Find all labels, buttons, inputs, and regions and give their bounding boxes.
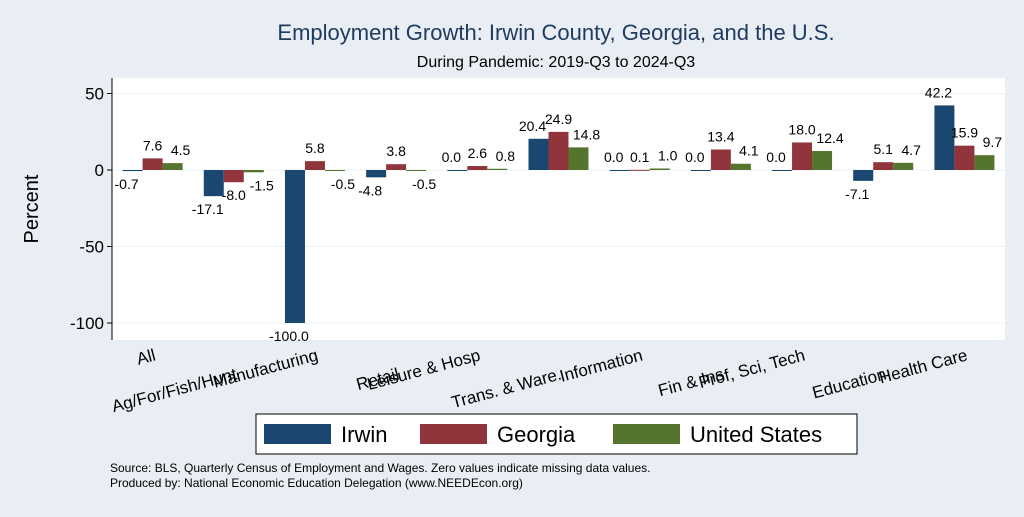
- footnote-source: Source: BLS, Quarterly Census of Employm…: [110, 461, 650, 475]
- bar-value-label: 1.0: [658, 147, 678, 163]
- legend-box: [255, 413, 858, 455]
- bar-value-label: 0.1: [630, 149, 650, 165]
- bar-value-label: -0.7: [115, 176, 139, 192]
- bar-value-label: 4.5: [171, 142, 191, 158]
- x-tick-label: All: [134, 346, 157, 369]
- bar-united-states: [730, 163, 751, 170]
- legend-label: United States: [690, 422, 822, 447]
- x-tick-label: Manufacturing: [211, 346, 320, 392]
- bar-value-label: 9.7: [983, 134, 1003, 150]
- bar-united-states: [649, 168, 670, 170]
- bar-value-label: 0.0: [766, 149, 786, 165]
- bar-georgia: [304, 161, 325, 170]
- bar-value-label: 0.0: [685, 149, 705, 165]
- bar-georgia: [467, 166, 488, 170]
- bar-irwin: [853, 170, 874, 181]
- bar-irwin: [284, 170, 305, 323]
- bar-value-label: 5.1: [873, 141, 893, 157]
- bar-united-states: [812, 151, 833, 170]
- legend-swatch-irwin: [264, 424, 331, 444]
- bar-irwin: [122, 170, 143, 172]
- bar-georgia: [548, 131, 569, 170]
- footnote-produced: Produced by: National Economic Education…: [110, 476, 523, 490]
- y-axis-title: Percent: [21, 174, 43, 243]
- bar-value-label: 14.8: [573, 126, 600, 142]
- bar-value-label: 2.6: [468, 145, 488, 161]
- plot-area: [112, 78, 1005, 340]
- chart-subtitle: During Pandemic: 2019-Q3 to 2024-Q3: [417, 54, 695, 71]
- legend-swatch-georgia: [420, 424, 487, 444]
- bar-irwin: [447, 170, 468, 171]
- bar-value-label: 42.2: [925, 84, 952, 100]
- y-tick-label: 50: [85, 85, 104, 104]
- bar-value-label: 12.4: [816, 130, 843, 146]
- bar-georgia: [629, 169, 650, 171]
- bar-value-label: -4.8: [358, 182, 382, 198]
- y-tick-label: -100: [70, 314, 104, 333]
- bar-value-label: 7.6: [143, 137, 163, 153]
- bar-value-label: 0.0: [604, 149, 624, 165]
- bar-georgia: [223, 170, 244, 183]
- bar-value-label: -1.5: [250, 177, 274, 193]
- legend-swatch-united-states: [613, 424, 680, 444]
- bar-value-label: 13.4: [707, 128, 734, 144]
- bar-united-states: [243, 170, 264, 173]
- bar-value-label: 24.9: [545, 111, 572, 127]
- bar-georgia: [954, 145, 975, 170]
- y-axis: 50 0 -50 -100: [70, 78, 113, 340]
- bar-value-label: 20.4: [519, 118, 546, 134]
- bar-irwin: [934, 105, 955, 170]
- bars: [122, 105, 995, 323]
- bar-value-label: -100.0: [269, 328, 309, 344]
- bar-labels: -0.77.6 4.5-17.1-8.0-1.5-100.05.8-0.5 -4.8…: [115, 84, 1003, 344]
- bar-value-label: 15.9: [951, 125, 978, 141]
- bar-united-states: [568, 147, 589, 170]
- legend-label: Irwin: [341, 422, 387, 447]
- bar-united-states: [162, 163, 183, 170]
- bar-united-states: [487, 168, 508, 170]
- bar-irwin: [772, 170, 793, 171]
- x-tick-label: Trans. & Ware.: [449, 365, 563, 413]
- x-tick-label: Health Care: [877, 346, 970, 388]
- chart-title: Employment Growth: Irwin County, Georgia…: [277, 20, 834, 45]
- bar-united-states: [324, 170, 345, 171]
- y-tick-label: 0: [95, 161, 104, 180]
- bar-value-label: -0.5: [331, 176, 355, 192]
- legend: Irwin Georgia United States: [255, 413, 858, 455]
- bar-irwin: [690, 170, 711, 171]
- bar-value-label: -7.1: [845, 186, 869, 202]
- bar-georgia: [386, 164, 407, 170]
- bar-georgia: [142, 158, 163, 170]
- bar-united-states: [406, 170, 427, 171]
- bar-value-label: 5.8: [305, 140, 325, 156]
- bar-value-label: -17.1: [192, 201, 224, 217]
- bar-united-states: [893, 162, 914, 170]
- bar-value-label: 18.0: [788, 121, 815, 137]
- bar-value-label: -8.0: [222, 187, 246, 203]
- bar-united-states: [974, 155, 995, 170]
- bar-value-label: 3.8: [386, 143, 406, 159]
- bar-georgia: [873, 162, 894, 170]
- bar-value-label: 4.7: [901, 142, 921, 158]
- bar-value-label: 0.8: [496, 148, 516, 164]
- legend-label: Georgia: [497, 422, 576, 447]
- bar-irwin: [203, 170, 224, 197]
- bar-value-label: 0.0: [442, 149, 462, 165]
- x-tick-label: Prof, Sci, Tech: [697, 346, 807, 393]
- bar-georgia: [792, 142, 813, 170]
- bar-irwin: [609, 170, 630, 171]
- bar-value-label: 4.1: [739, 143, 759, 159]
- bar-value-label: -0.5: [412, 176, 436, 192]
- bar-irwin: [528, 138, 549, 170]
- y-tick-label: -50: [79, 238, 104, 257]
- bar-irwin: [366, 170, 387, 178]
- x-tick-label: Information: [558, 346, 645, 386]
- bar-georgia: [710, 149, 731, 170]
